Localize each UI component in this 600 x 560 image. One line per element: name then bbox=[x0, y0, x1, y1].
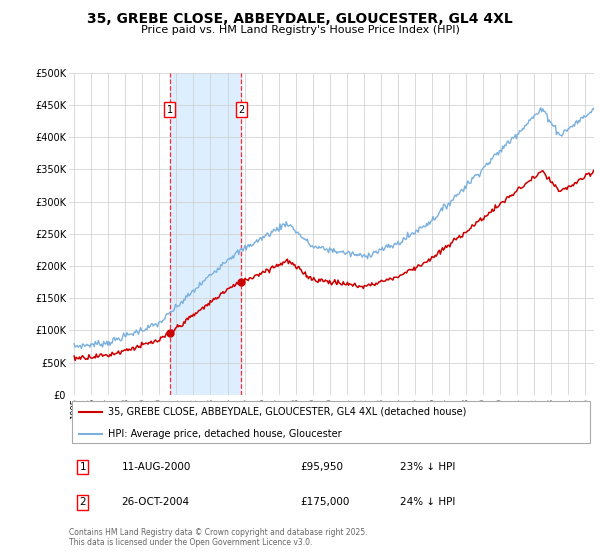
Text: 24% ↓ HPI: 24% ↓ HPI bbox=[400, 497, 455, 507]
Text: 11-AUG-2000: 11-AUG-2000 bbox=[121, 462, 191, 472]
Text: 26-OCT-2004: 26-OCT-2004 bbox=[121, 497, 190, 507]
Text: 2: 2 bbox=[238, 105, 245, 115]
Text: Contains HM Land Registry data © Crown copyright and database right 2025.
This d: Contains HM Land Registry data © Crown c… bbox=[69, 528, 367, 547]
Bar bbox=[170, 73, 241, 395]
Text: 1: 1 bbox=[79, 462, 86, 472]
Text: Price paid vs. HM Land Registry's House Price Index (HPI): Price paid vs. HM Land Registry's House … bbox=[140, 25, 460, 35]
Text: 23% ↓ HPI: 23% ↓ HPI bbox=[400, 462, 455, 472]
Text: £95,950: £95,950 bbox=[300, 462, 343, 472]
Text: HPI: Average price, detached house, Gloucester: HPI: Average price, detached house, Glou… bbox=[109, 429, 342, 438]
Text: 1: 1 bbox=[167, 105, 173, 115]
Text: £175,000: £175,000 bbox=[300, 497, 349, 507]
Text: 35, GREBE CLOSE, ABBEYDALE, GLOUCESTER, GL4 4XL (detached house): 35, GREBE CLOSE, ABBEYDALE, GLOUCESTER, … bbox=[109, 407, 467, 417]
FancyBboxPatch shape bbox=[71, 401, 590, 444]
Text: 2: 2 bbox=[79, 497, 86, 507]
Text: 35, GREBE CLOSE, ABBEYDALE, GLOUCESTER, GL4 4XL: 35, GREBE CLOSE, ABBEYDALE, GLOUCESTER, … bbox=[87, 12, 513, 26]
